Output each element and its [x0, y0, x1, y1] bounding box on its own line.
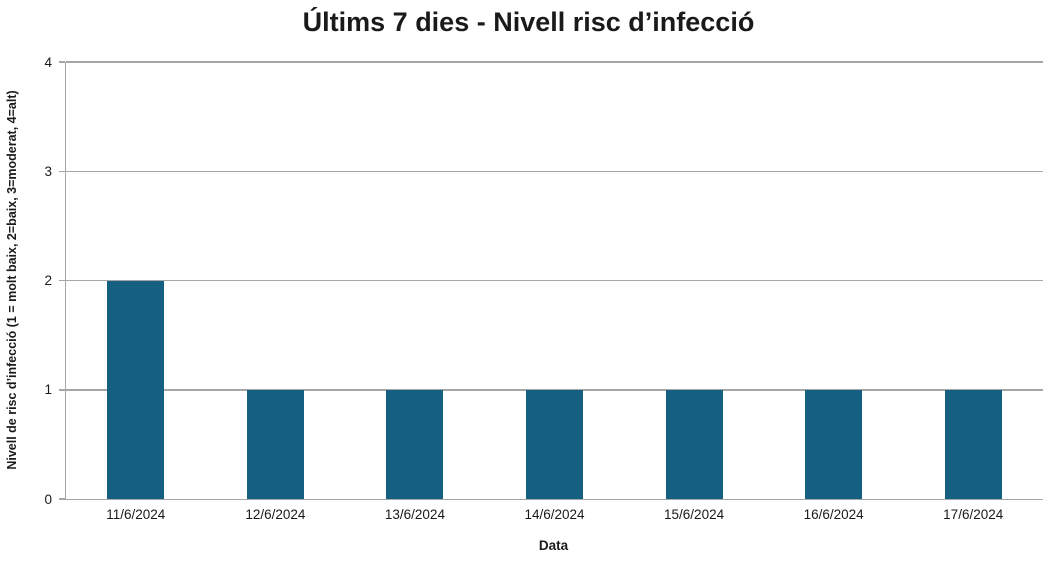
y-axis-tick [58, 170, 65, 172]
x-tick-label: 16/6/2024 [803, 507, 864, 522]
y-axis-tick [58, 61, 65, 63]
chart-title: Últims 7 dies - Nivell risc d’infecció [302, 7, 755, 37]
x-tick-label: 12/6/2024 [245, 507, 306, 522]
bar [246, 389, 304, 499]
y-axis-tick [58, 279, 65, 282]
plot-area: 0 1 2 3 4 11/6/2024 12/6/2024 13/6/2024 14/6/202… [44, 55, 1043, 521]
x-tick-label: 11/6/2024 [106, 507, 166, 522]
x-tick-label: 17/6/2024 [943, 507, 1004, 522]
y-tick-label: 0 [44, 491, 52, 507]
y-axis-tick [58, 389, 65, 391]
x-axis-title: Data [538, 538, 569, 553]
y-axis-title: Nivell de risc d’infecció (1 = molt baix… [5, 90, 19, 470]
y-tick-label: 3 [44, 163, 52, 179]
y-axis-tick [58, 498, 65, 500]
bar [107, 280, 165, 499]
gridline [66, 279, 1043, 282]
bar [944, 389, 1002, 499]
x-tick-label: 14/6/2024 [524, 507, 585, 522]
x-tick-label: 13/6/2024 [384, 507, 445, 522]
y-tick-label: 2 [44, 272, 52, 288]
bar [526, 389, 583, 499]
bar [386, 389, 444, 499]
bar [665, 389, 723, 499]
x-tick-label: 15/6/2024 [664, 507, 725, 522]
y-tick-label: 1 [44, 382, 52, 397]
gridline [66, 170, 1043, 172]
gridline [66, 61, 1043, 63]
bar [805, 389, 863, 499]
y-tick-label: 4 [44, 54, 52, 70]
